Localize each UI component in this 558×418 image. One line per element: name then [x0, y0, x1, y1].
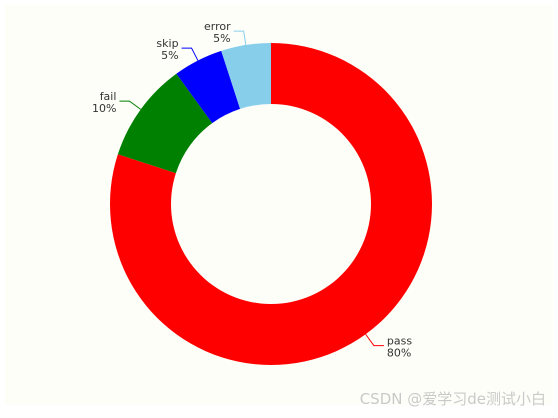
watermark: CSDN @爱学习de测试小白 — [359, 390, 546, 408]
label-percent-error: 5% — [213, 32, 230, 45]
slice-fail[interactable] — [117, 73, 213, 174]
label-name-fail: fail — [100, 90, 117, 103]
slice-pass[interactable] — [109, 43, 433, 365]
leader-line-skip — [181, 47, 199, 61]
label-percent-fail: 10% — [92, 102, 116, 115]
leader-line-error — [233, 30, 247, 46]
label-name-pass: pass — [387, 335, 412, 348]
leader-line-fail — [119, 100, 142, 110]
slice-skip[interactable] — [176, 50, 241, 124]
label-name-skip: skip — [156, 37, 178, 50]
chart-panel: pass 80% fail 10% skip 5% error 5% — [5, 5, 553, 405]
slice-error[interactable] — [221, 43, 271, 109]
label-percent-skip: 5% — [161, 49, 178, 62]
leader-line-pass — [365, 333, 384, 347]
label-name-error: error — [204, 20, 231, 33]
label-percent-pass: 80% — [387, 347, 411, 360]
